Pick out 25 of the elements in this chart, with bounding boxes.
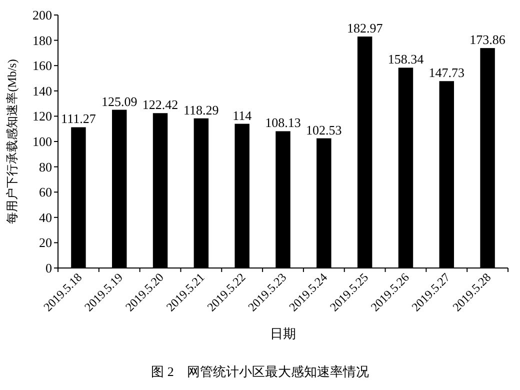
y-tick-label: 80: [39, 159, 52, 174]
y-tick-label: 100: [32, 134, 52, 149]
y-tick-label: 0: [46, 260, 52, 276]
data-label: 111.27: [61, 111, 96, 126]
x-axis-title: 日期: [270, 326, 296, 341]
y-tick-label: 40: [39, 210, 52, 225]
data-label: 158.34: [388, 52, 424, 67]
y-tick-label: 60: [39, 184, 52, 200]
data-label: 182.97: [346, 20, 384, 36]
y-tick-label: 200: [32, 8, 52, 22]
data-label: 122.42: [142, 97, 178, 112]
data-label: 147.73: [428, 65, 465, 80]
data-label: 102.53: [306, 122, 342, 138]
data-label: 125.09: [101, 94, 138, 109]
y-axis-title: 每用户下行承载感知速率(Mb/s): [5, 59, 19, 224]
data-label: 114: [232, 108, 252, 123]
y-tick-label: 120: [32, 108, 52, 124]
y-tick-label: 180: [32, 32, 52, 48]
data-label: 118.29: [184, 102, 219, 118]
data-label: 173.86: [470, 32, 506, 48]
y-tick-label: 140: [32, 83, 52, 98]
y-tick-label: 160: [32, 58, 52, 74]
y-tick-label: 20: [39, 235, 52, 250]
text: 图 2 网管统计小区最大感知速率情况: [151, 364, 369, 379]
data-label: 108.13: [265, 115, 301, 130]
